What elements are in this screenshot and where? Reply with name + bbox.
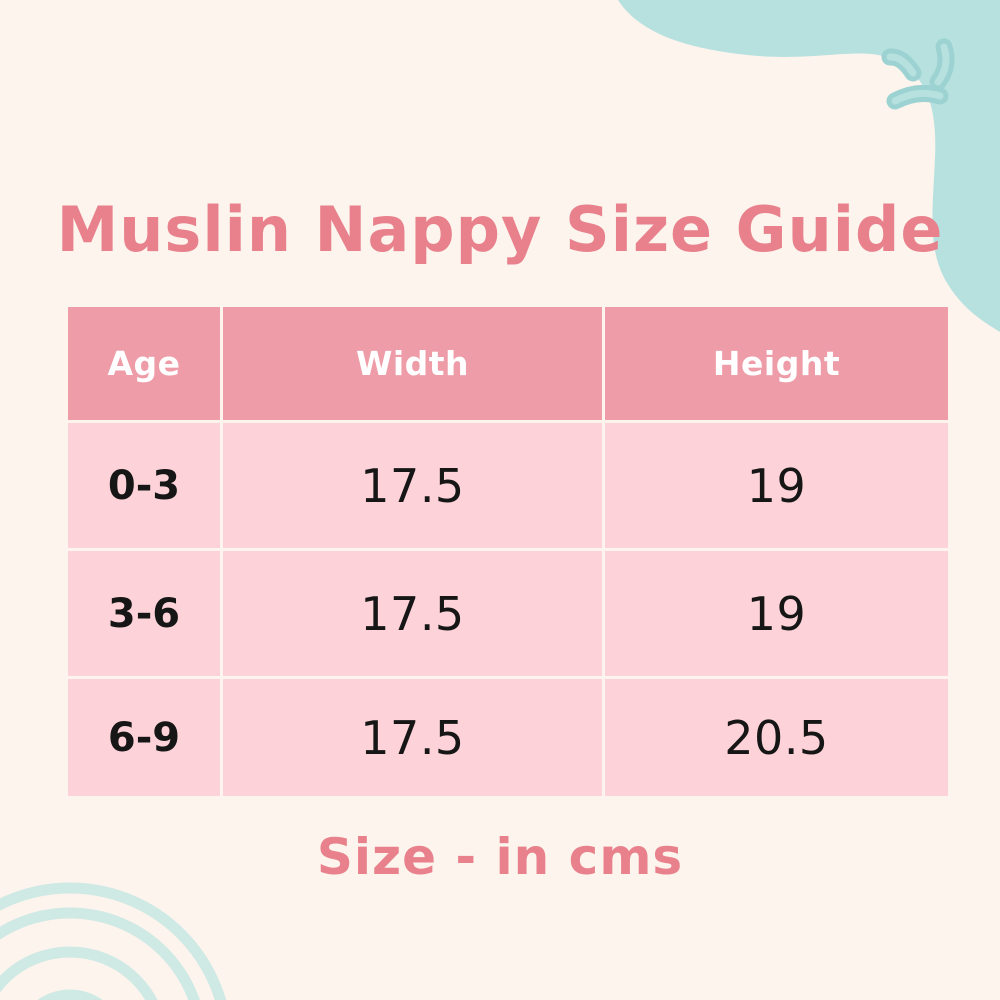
table-cell-age-0: 0-3 [68, 423, 220, 548]
column-header-height: Height [605, 307, 948, 420]
table-cell-height-1: 19 [605, 551, 948, 676]
units-note: Size - in cms [316, 828, 684, 886]
teal-blob-decoration [618, 0, 1000, 332]
column-header-age: Age [68, 307, 220, 420]
column-header-width: Width [223, 307, 602, 420]
table-cell-age-1: 3-6 [68, 551, 220, 676]
table-cell-width-1: 17.5 [223, 551, 602, 676]
concentric-arcs-decoration [0, 882, 227, 1000]
table-cell-width-0: 17.5 [223, 423, 602, 548]
table-cell-height-0: 19 [605, 423, 948, 548]
table-cell-height-2: 20.5 [605, 679, 948, 796]
table-cell-age-2: 6-9 [68, 679, 220, 796]
table-cell-width-2: 17.5 [223, 679, 602, 796]
page-title: Muslin Nappy Size Guide [56, 193, 944, 266]
size-table: Age Width Height 0-3 17.5 19 3-6 17.5 19… [68, 307, 948, 796]
motion-squiggle-icon [881, 38, 955, 110]
